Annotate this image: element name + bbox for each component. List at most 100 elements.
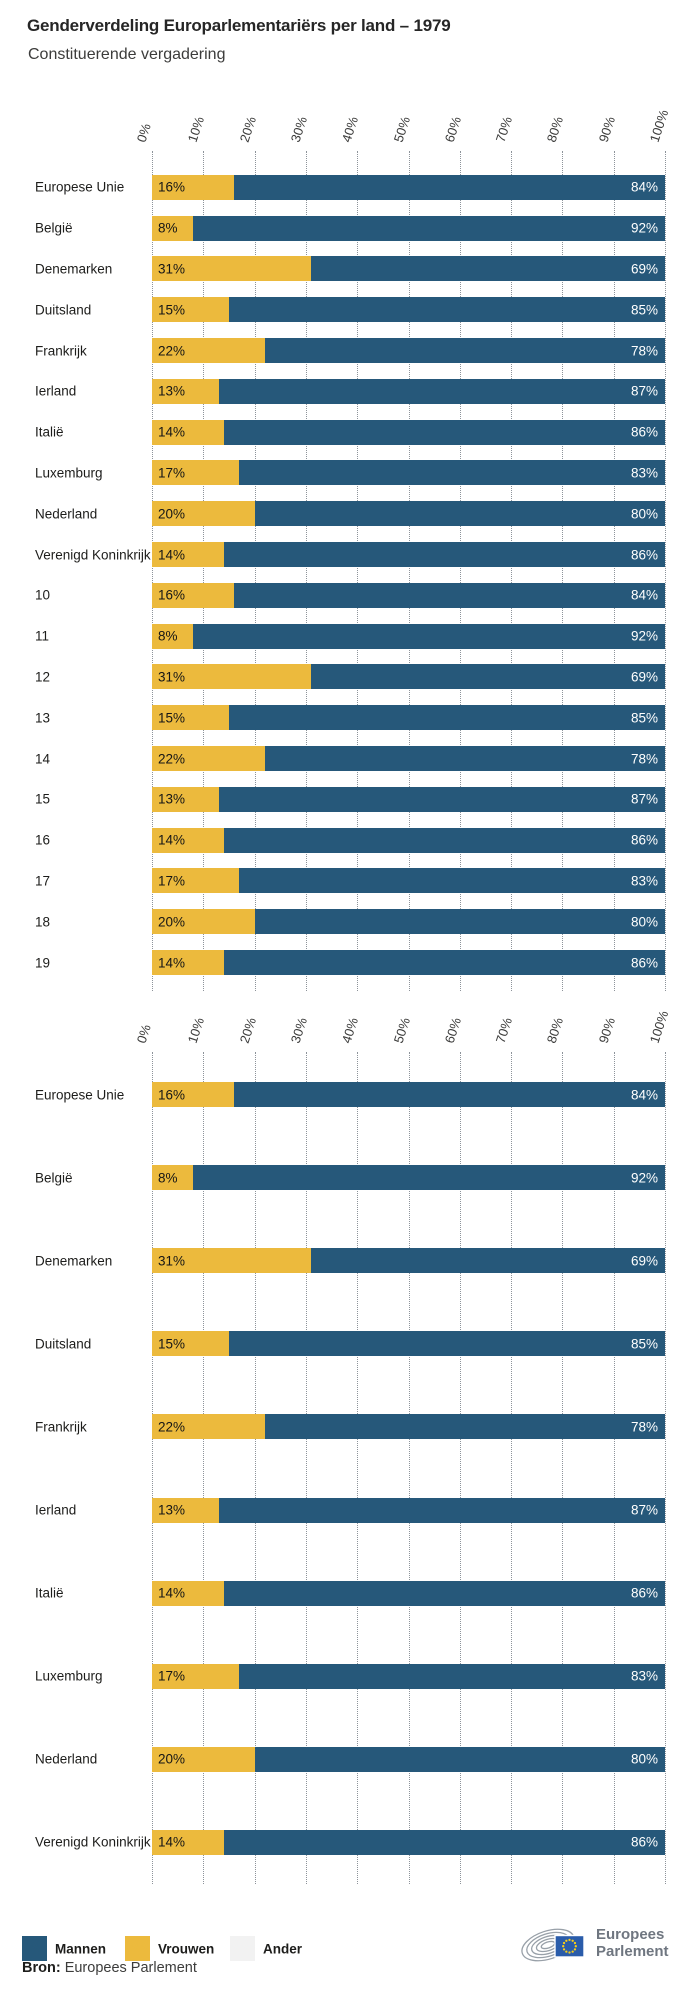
vrouwen-segment: 14% [152,827,224,853]
row-label: Denemarken [35,261,113,277]
vrouwen-segment: 16% [152,174,235,200]
stacked-bar: 31% 69% [152,1248,665,1274]
bar-row: Duitsland 15% 85% [0,1302,700,1385]
vrouwen-value-label: 31% [158,669,186,685]
bar-row: Duitsland 15% 85% [0,289,700,330]
source-label: Bron: [22,1960,61,1976]
gridline [305,151,307,991]
mannen-segment: 69% [311,256,665,282]
stacked-bar: 20% 80% [152,909,665,935]
mannen-segment: 92% [193,215,665,241]
mannen-segment: 86% [223,1829,665,1855]
mannen-value-label: 83% [630,465,658,481]
row-label: 13 [35,710,51,726]
vrouwen-value-label: 13% [158,1502,186,1518]
mannen-value-label: 92% [630,628,658,644]
gridline [665,151,666,991]
vrouwen-segment: 31% [152,664,312,690]
vrouwen-value-label: 17% [158,1668,186,1684]
stacked-bar: 17% 83% [152,460,665,486]
axis-tick-label: 80% [544,114,567,144]
stacked-bar: 14% 86% [152,419,665,445]
vrouwen-value-label: 14% [158,832,186,848]
row-label: Denemarken [35,1253,113,1269]
row-label: 11 [35,628,50,644]
axis-tick-label: 90% [595,1015,618,1045]
vrouwen-value-label: 15% [158,302,186,318]
axis-tick-label: 0% [133,121,154,144]
bar-row: Frankrijk 22% 78% [0,330,700,371]
vrouwen-segment: 20% [152,501,255,527]
gridline [203,1052,205,1884]
gridline [665,1052,666,1884]
stacked-bar: 14% 86% [152,1580,665,1606]
stacked-bar: 16% 84% [152,1082,665,1108]
vrouwen-value-label: 14% [158,1585,186,1601]
mannen-segment: 86% [223,419,665,445]
vrouwen-value-label: 13% [158,791,186,807]
stacked-bar: 31% 69% [152,664,665,690]
vrouwen-segment: 17% [152,1663,240,1689]
vrouwen-segment: 20% [152,1746,255,1772]
stacked-bar: 15% 85% [152,297,665,323]
gridline [511,151,513,991]
mannen-value-label: 87% [630,383,658,399]
row-label: Verenigd Koninkrijk [35,547,151,563]
vrouwen-segment: 14% [152,419,224,445]
vrouwen-segment: 13% [152,786,219,812]
gridline [357,151,359,991]
bar-row: Denemarken 31% 69% [0,249,700,290]
bar-row: Luxemburg 17% 83% [0,453,700,494]
mannen-value-label: 84% [630,1087,658,1103]
bar-row: Frankrijk 22% 78% [0,1385,700,1468]
ep-logo-text: Europees Parlement [596,1926,669,1961]
stacked-bar: 15% 85% [152,1331,665,1357]
row-label: Frankrijk [35,1419,87,1435]
gridline [203,151,205,991]
vrouwen-value-label: 14% [158,547,186,563]
axis-tick-label: 20% [236,1015,259,1045]
stacked-bar: 22% 78% [152,1414,665,1440]
vrouwen-segment: 8% [152,1165,194,1191]
vrouwen-segment: 17% [152,868,240,894]
stacked-bar: 17% 83% [152,1663,665,1689]
row-label: Luxemburg [35,465,103,481]
mannen-segment: 86% [223,950,665,976]
stacked-bar: 20% 80% [152,1746,665,1772]
vrouwen-value-label: 20% [158,1751,186,1767]
vrouwen-value-label: 17% [158,465,186,481]
mannen-value-label: 69% [630,1253,658,1269]
mannen-segment: 69% [311,1248,665,1274]
vrouwen-segment: 8% [152,623,194,649]
axis-tick-label: 30% [287,114,310,144]
vrouwen-swatch-icon [125,1936,150,1961]
stacked-bar: 14% 86% [152,950,665,976]
mannen-value-label: 80% [630,506,658,522]
vrouwen-value-label: 16% [158,1087,186,1103]
mannen-segment: 80% [254,1746,665,1772]
axis-tick-label: 100% [646,1008,672,1045]
row-label: 16 [35,832,51,848]
gridline [459,151,461,991]
mannen-segment: 84% [234,582,665,608]
vrouwen-value-label: 22% [158,751,186,767]
stacked-bar: 31% 69% [152,256,665,282]
mannen-swatch-icon [22,1936,47,1961]
mannen-segment: 86% [223,1580,665,1606]
ep-logo: Europees Parlement [518,1921,669,1967]
vrouwen-segment: 22% [152,746,265,772]
axis-tick-label: 20% [236,114,259,144]
mannen-value-label: 87% [630,1502,658,1518]
vrouwen-segment: 14% [152,1580,224,1606]
stacked-bar: 8% 92% [152,1165,665,1191]
vrouwen-value-label: 20% [158,914,186,930]
row-label: 14 [35,751,51,767]
mannen-segment: 78% [264,1414,665,1440]
row-label: 10 [35,587,51,603]
gridline [254,151,256,991]
mannen-segment: 87% [218,378,665,404]
bar-row: 14 22% 78% [0,738,700,779]
vrouwen-segment: 15% [152,1331,229,1357]
stacked-bar: 22% 78% [152,338,665,364]
row-label: Verenigd Koninkrijk [35,1834,151,1850]
